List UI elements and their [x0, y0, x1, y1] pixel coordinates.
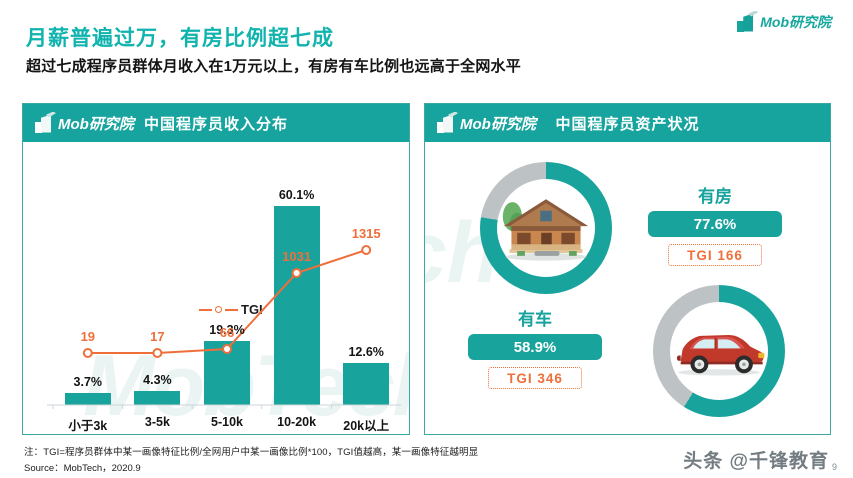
tgi-value-label: 17 [150, 329, 165, 344]
page-subtitle: 超过七成程序员群体月收入在1万元以上，有房有车比例也远高于全网水平 [26, 58, 521, 75]
metric-value-car: 58.9% [468, 334, 602, 360]
category-label: 小于3k [68, 419, 108, 433]
left-panel-mob-logo: Mob研究院 [35, 111, 134, 134]
chart-labels: 3.7% 小于3k 4.3% 3-5k 19.3% 5-10k 60.1% 10-20k 12.… [23, 142, 409, 435]
bar-3-5k [134, 390, 181, 405]
house-icon [502, 199, 589, 261]
left-panel-title: 中国程序员收入分布 [143, 115, 288, 133]
metric-value-house: 77.6% [648, 211, 782, 237]
tgi-value-label: 1315 [351, 226, 381, 241]
bar-小于3k [64, 392, 111, 405]
mob-logo: Mob研究院 [737, 10, 831, 32]
car-icon [676, 334, 765, 376]
donut-house [480, 162, 612, 294]
right-panel-mob-logo: Mob研究院 [437, 111, 536, 134]
mob-building-icon [737, 10, 759, 32]
left-panel-brand: Mob研究院 [58, 115, 134, 133]
footnote: 注：TGI=程序员群体中某一画像特征比例/全网用户中某一画像比例*100，TGI… [24, 447, 479, 458]
bar-20k以上 [343, 363, 390, 405]
bar-value-label: 60.1% [278, 188, 315, 203]
category-label: 5-10k [211, 415, 243, 429]
bar-value-label: 12.6% [348, 345, 384, 360]
bar-value-label: 3.7% [73, 374, 103, 389]
donut-car [653, 285, 785, 417]
metric-name-car: 有车 [518, 310, 552, 329]
assets-metrics: 有房 77.6% TGI 166 有车 58.9% TGI 346 [425, 142, 830, 433]
tgi-value-label: 1031 [282, 249, 312, 264]
mob-building-icon [35, 111, 56, 133]
tgi-value-label: 66 [219, 325, 235, 340]
category-label: 10-20k [277, 415, 317, 429]
right-panel-brand: Mob研究院 [460, 115, 536, 133]
income-distribution-panel: Mob研究院 中国程序员收入分布 MobTech TGI 3.7%小于3k4.3… [22, 103, 410, 435]
page-header: 月薪普遍过万，有房比例超七成 超过七成程序员群体月收入在1万元以上，有房有车比例… [0, 0, 853, 92]
right-panel-title: 中国程序员资产状况 [555, 115, 700, 133]
income-chart: TGI 3.7% 小于3k 4.3% 3-5k 19.3% 5-10k 60.1% 10-20… [23, 142, 409, 435]
mob-building-icon [437, 111, 458, 133]
left-panel-header: Mob研究院 中国程序员收入分布 [23, 104, 409, 142]
metric-name-house: 有房 [698, 187, 732, 206]
metric-tgi-house: TGI 166 [668, 244, 762, 266]
right-panel-header: Mob研究院 中国程序员资产状况 [425, 104, 830, 142]
tgi-value-label: 19 [80, 329, 96, 344]
mob-logo-label: Mob研究院 [760, 14, 831, 30]
donut-hole [497, 179, 595, 277]
page-title: 月薪普遍过万，有房比例超七成 [26, 27, 334, 50]
metric-tgi-car: TGI 346 [488, 367, 582, 389]
category-label: 20k以上 [343, 419, 390, 433]
category-label: 3-5k [144, 415, 170, 429]
page-number: 9 [831, 462, 837, 472]
bar-value-label: 4.3% [143, 372, 172, 387]
credit-watermark: 头条 @千锋教育 [683, 451, 829, 472]
source-note: Source：MobTech，2020.9 [24, 463, 141, 474]
left-panel-body: MobTech TGI 3.7%小于3k4.3%3-5k19.3%5-10k60… [23, 142, 409, 435]
donut-hole [670, 302, 768, 400]
